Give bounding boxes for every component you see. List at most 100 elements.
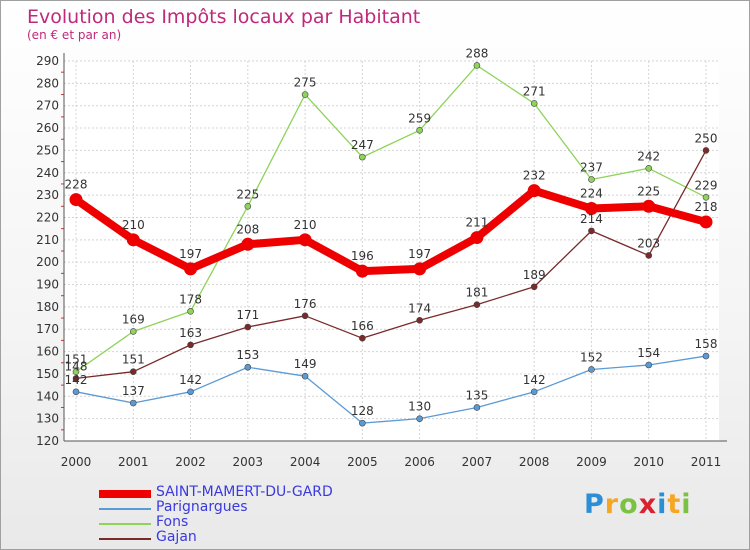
data-point-fons bbox=[244, 202, 252, 210]
legend-swatch bbox=[99, 538, 151, 540]
data-point-parignargues bbox=[530, 388, 538, 396]
data-label-saint-mamert-du-gard: 228 bbox=[65, 178, 88, 192]
data-label-saint-mamert-du-gard: 196 bbox=[351, 249, 374, 263]
logo-letter: t bbox=[667, 489, 682, 520]
y-tick-label: 180 bbox=[36, 300, 59, 314]
data-label-gajan: 203 bbox=[637, 236, 660, 250]
data-point-gajan bbox=[416, 316, 423, 324]
data-point-fons bbox=[473, 62, 481, 69]
y-tick-label: 160 bbox=[36, 345, 59, 359]
data-label-fons: 178 bbox=[179, 292, 202, 306]
data-label-gajan: 174 bbox=[408, 301, 431, 315]
logo-letter: P bbox=[584, 489, 605, 520]
proxiti-logo: Proxiti bbox=[584, 489, 692, 520]
logo-letter: x bbox=[638, 489, 658, 520]
data-label-parignargues: 154 bbox=[637, 346, 660, 360]
data-point-saint-mamert-du-gard bbox=[298, 233, 312, 247]
data-label-gajan: 181 bbox=[465, 286, 488, 300]
data-point-saint-mamert-du-gard bbox=[126, 233, 140, 247]
legend-label: Gajan bbox=[156, 529, 197, 545]
plot-area bbox=[64, 61, 719, 441]
legend-label: SAINT-MAMERT-DU-GARD bbox=[156, 484, 333, 500]
data-point-parignargues bbox=[72, 388, 80, 396]
legend-label: Parignargues bbox=[156, 499, 248, 515]
chart-title: Evolution des Impôts locaux par Habitant bbox=[27, 6, 421, 28]
series-line-saint-mamert-du-gard bbox=[72, 186, 710, 276]
series-line-parignargues bbox=[75, 355, 707, 424]
data-label-fons: 242 bbox=[637, 149, 660, 163]
data-point-gajan bbox=[244, 323, 252, 331]
logo-letter: r bbox=[604, 489, 620, 520]
data-label-gajan: 176 bbox=[294, 297, 317, 311]
data-label-fons: 229 bbox=[695, 178, 718, 192]
data-point-gajan bbox=[129, 368, 137, 376]
data-label-fons: 271 bbox=[523, 84, 546, 98]
data-point-saint-mamert-du-gard bbox=[413, 262, 427, 276]
y-tick-label: 250 bbox=[36, 143, 59, 157]
data-point-gajan bbox=[473, 301, 481, 308]
data-label-parignargues: 137 bbox=[122, 384, 145, 398]
data-point-saint-mamert-du-gard bbox=[527, 184, 541, 198]
data-label-gajan: 151 bbox=[122, 353, 145, 367]
data-point-fons bbox=[645, 164, 653, 172]
data-point-parignargues bbox=[129, 399, 137, 407]
axes: 120 130 140 150 160 170 180 190 200 210 220 230 240 2… bbox=[36, 53, 727, 469]
series-lines bbox=[69, 62, 713, 427]
data-label-parignargues: 142 bbox=[65, 373, 88, 387]
data-label-saint-mamert-du-gard: 211 bbox=[465, 216, 488, 230]
data-label-gajan: 189 bbox=[523, 268, 546, 282]
x-tick-label: 2005 bbox=[347, 455, 378, 469]
data-label-saint-mamert-du-gard: 232 bbox=[523, 169, 546, 183]
x-tick-label: 2003 bbox=[233, 455, 264, 469]
data-label-fons: 225 bbox=[236, 187, 259, 201]
data-point-saint-mamert-du-gard bbox=[584, 202, 598, 216]
data-point-gajan bbox=[530, 283, 538, 291]
data-label-saint-mamert-du-gard: 210 bbox=[294, 218, 317, 232]
x-tick-label: 2000 bbox=[61, 455, 92, 469]
data-point-fons bbox=[702, 194, 710, 201]
data-point-saint-mamert-du-gard bbox=[470, 231, 484, 245]
logo-letter: o bbox=[619, 489, 639, 520]
legend-label: Fons bbox=[156, 514, 189, 530]
data-label-gajan: 250 bbox=[695, 131, 718, 145]
data-label-saint-mamert-du-gard: 218 bbox=[695, 200, 718, 214]
data-label-fons: 259 bbox=[408, 111, 431, 125]
data-label-fons: 237 bbox=[580, 160, 603, 174]
data-point-gajan bbox=[72, 375, 80, 382]
data-point-fons bbox=[187, 308, 194, 315]
data-label-parignargues: 152 bbox=[580, 350, 603, 364]
data-point-gajan bbox=[301, 312, 309, 320]
data-point-fons bbox=[530, 100, 538, 107]
y-tick-label: 200 bbox=[36, 255, 59, 269]
data-label-fons: 169 bbox=[122, 312, 145, 326]
data-label-gajan: 171 bbox=[236, 308, 259, 322]
x-tick-label: 2004 bbox=[290, 455, 321, 469]
data-label-gajan: 163 bbox=[179, 326, 202, 340]
data-label-gajan: 214 bbox=[580, 212, 603, 226]
data-point-parignargues bbox=[473, 404, 481, 411]
y-tick-label: 150 bbox=[36, 367, 59, 381]
logo-letter: i bbox=[657, 489, 668, 520]
data-point-parignargues bbox=[301, 372, 309, 380]
x-tick-label: 2001 bbox=[118, 455, 149, 469]
data-point-fons bbox=[359, 153, 366, 161]
y-tick-label: 290 bbox=[36, 54, 59, 68]
data-label-parignargues: 158 bbox=[695, 337, 718, 351]
x-tick-label: 2011 bbox=[691, 455, 722, 469]
data-point-fons bbox=[301, 91, 309, 98]
x-tick-label: 2008 bbox=[519, 455, 550, 469]
data-point-gajan bbox=[359, 334, 366, 342]
x-tick-label: 2010 bbox=[633, 455, 664, 469]
legend-swatch bbox=[99, 490, 151, 498]
data-point-fons bbox=[129, 328, 137, 335]
data-label-fons: 247 bbox=[351, 138, 374, 152]
data-label-parignargues: 135 bbox=[465, 388, 488, 402]
data-point-saint-mamert-du-gard bbox=[69, 193, 83, 207]
grid-lines bbox=[64, 60, 719, 442]
data-label-parignargues: 149 bbox=[294, 357, 317, 371]
data-point-gajan bbox=[588, 227, 595, 235]
data-point-parignargues bbox=[359, 419, 366, 427]
data-label-gajan: 148 bbox=[65, 359, 88, 373]
